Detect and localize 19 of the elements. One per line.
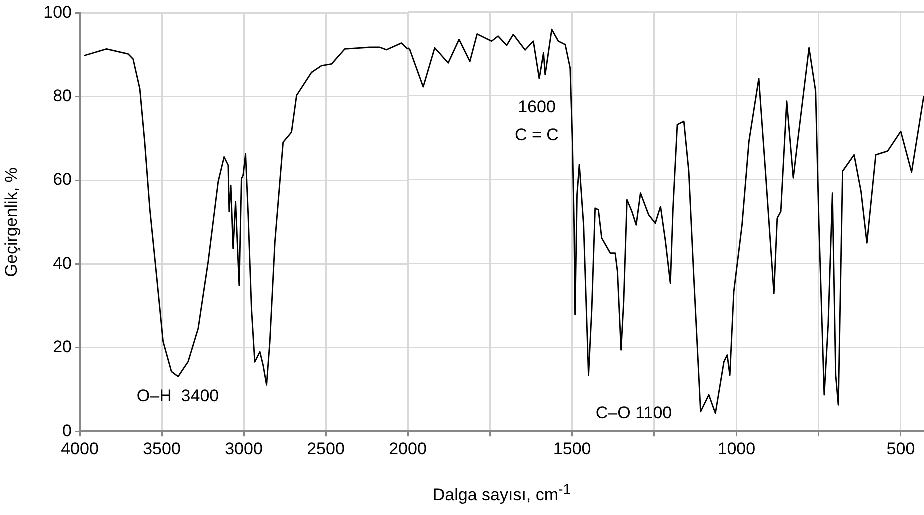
- annotation: O–H 3400: [136, 386, 220, 406]
- y-tick-label: 20: [53, 338, 72, 357]
- annotation: C–O 1100: [596, 404, 672, 423]
- x-tick-label: 1000: [718, 439, 756, 458]
- y-tick-label: 80: [53, 86, 72, 106]
- y-tick-label: 40: [53, 254, 72, 273]
- x-tick-label: 500: [886, 439, 916, 458]
- x-tick-label: 2500: [307, 439, 345, 458]
- x-axis-title: Dalga sayısı, cm$^{-1}$: [432, 482, 572, 506]
- x-tick-label: 3500: [143, 439, 181, 458]
- y-axis-title: Geçirgenlik, %: [2, 168, 21, 278]
- y-tick-label: 0: [62, 421, 72, 440]
- annotation: 1600 C = C: [515, 98, 559, 145]
- y-tick-label: 60: [53, 170, 72, 190]
- x-tick-label: 2000: [389, 439, 427, 458]
- x-tick-label: 1500: [553, 439, 592, 458]
- x-tick-label: 3000: [225, 439, 263, 458]
- x-tick-label: 4000: [61, 439, 99, 458]
- y-tick-label: 100: [44, 2, 72, 22]
